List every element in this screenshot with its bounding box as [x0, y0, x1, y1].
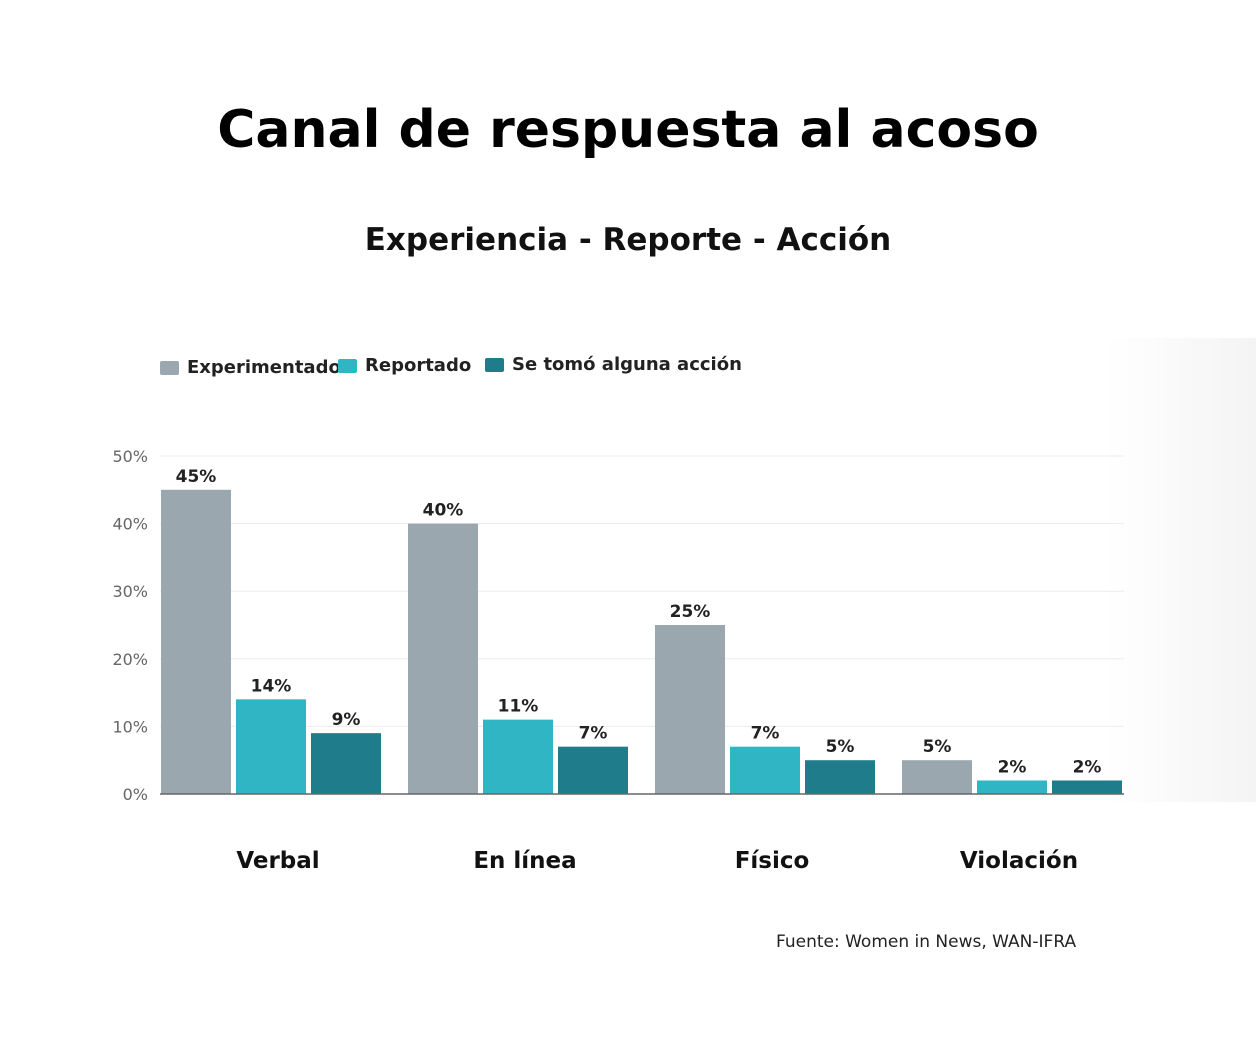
legend-label-experimentado: Experimentado: [187, 357, 341, 378]
bar-1-0: [408, 523, 478, 794]
bar-0-1: [236, 699, 306, 794]
bar-0-0: [161, 489, 231, 794]
data-label: 11%: [498, 697, 539, 717]
legend-item-reportado: Reportado: [338, 355, 471, 376]
legend-swatch-experimentado: [160, 360, 179, 375]
data-label: 14%: [251, 676, 292, 696]
legend-item-accion: Se tomó alguna acción: [485, 354, 742, 375]
legend-swatch-reportado: [338, 358, 357, 373]
category-label: Físico: [735, 848, 810, 874]
y-tick-label: 40%: [112, 515, 148, 534]
legend-label-reportado: Reportado: [365, 355, 472, 376]
bar-1-1: [483, 719, 553, 794]
y-tick-label: 50%: [112, 447, 148, 466]
chart-subtitle: Experiencia - Reporte - Acción: [364, 222, 892, 258]
y-tick-label: 10%: [112, 717, 148, 736]
bar-0-2: [311, 733, 381, 794]
chart-title: Canal de respuesta al acoso: [217, 100, 1039, 160]
data-label: 7%: [579, 724, 608, 744]
source-note: Fuente: Women in News, WAN-IFRA: [776, 932, 1077, 952]
data-label: 2%: [1073, 757, 1102, 777]
data-label: 7%: [751, 724, 780, 744]
y-tick-label: 0%: [123, 785, 148, 804]
data-label: 25%: [670, 602, 711, 622]
bar-2-2: [805, 760, 875, 794]
legend-swatch-accion: [485, 357, 504, 372]
data-labels: 45% 14% 9% 40% 11% 7% 25% 7% 5% 5% 2% 2%: [176, 467, 1102, 778]
data-label: 2%: [998, 757, 1027, 777]
legend-item-experimentado: Experimentado: [160, 357, 341, 378]
bar-2-0: [655, 625, 725, 794]
bar-3-2: [1052, 780, 1122, 794]
y-axis: 0% 10% 20% 30% 40% 50%: [112, 447, 148, 804]
bar-3-1: [977, 780, 1047, 794]
data-label: 45%: [176, 467, 217, 487]
bar-2-1: [730, 746, 800, 794]
data-label: 5%: [826, 737, 855, 757]
data-label: 5%: [923, 737, 952, 757]
data-label: 40%: [423, 501, 464, 521]
data-label: 9%: [332, 710, 361, 730]
y-tick-label: 30%: [112, 582, 148, 601]
x-axis: Verbal En línea Físico Violación: [160, 793, 1124, 874]
category-label: Violación: [960, 848, 1078, 874]
legend-label-accion: Se tomó alguna acción: [512, 354, 742, 375]
bar-3-0: [902, 760, 972, 794]
gridlines: [160, 455, 1124, 727]
category-label: En línea: [473, 848, 576, 874]
category-label: Verbal: [236, 848, 319, 874]
bar-1-2: [558, 746, 628, 794]
bars: [161, 489, 1122, 794]
y-tick-label: 20%: [112, 650, 148, 669]
